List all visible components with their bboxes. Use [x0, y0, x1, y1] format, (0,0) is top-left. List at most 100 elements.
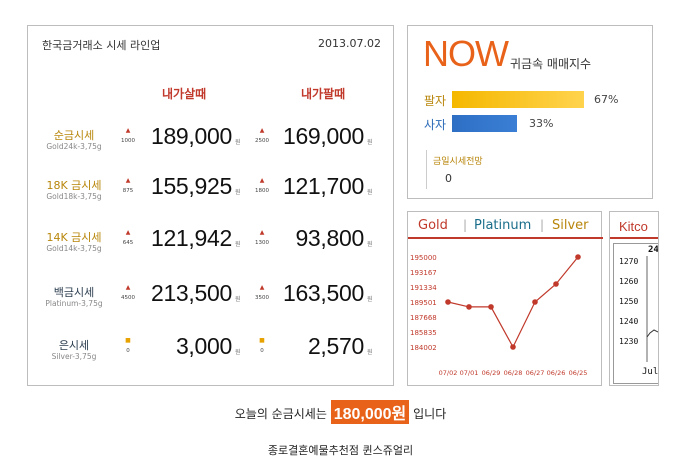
price-board: 한국금거래소 시세 라인업 2013.07.02 내가살때 내가팔때 순금시세 G…	[27, 25, 394, 386]
up-arrow-icon: ▲	[259, 284, 265, 291]
buy-unit: 원	[235, 241, 241, 248]
board-title: 한국금거래소 시세 라인업	[42, 39, 161, 52]
price-row: 18K 금시세 Gold18k-3,75g ▲ 875 155,925 원 ▲ 1800 121…	[28, 173, 395, 213]
buy-price: 121,942	[150, 225, 232, 251]
sell-price: 2,570	[307, 333, 364, 359]
today-suffix: 입니다	[413, 407, 447, 421]
metal-spec: Gold24k-3,75g	[46, 142, 102, 151]
y-tick-label: 187668	[410, 314, 437, 322]
forecast-value: 0	[445, 172, 452, 185]
column-header-sell: 내가팔때	[301, 87, 346, 101]
y-tick-label: 184002	[410, 344, 437, 352]
up-arrow-icon: ■	[125, 337, 131, 344]
buy-unit: 원	[235, 139, 241, 146]
tab-separator: |	[540, 218, 545, 232]
buy-change: ▲ 645	[119, 229, 137, 247]
board-date: 2013.07.02	[318, 37, 381, 50]
gold-series-line	[447, 256, 579, 349]
sell-change: ▲ 1800	[253, 177, 271, 195]
x-tick-label: 06/28	[504, 369, 523, 377]
kitco-tick-label: 1270	[619, 257, 639, 266]
kitco-title[interactable]: Kitco	[619, 219, 648, 234]
sell-change: ▲ 1300	[253, 229, 271, 247]
price-row: 순금시세 Gold24k-3,75g ▲ 1000 189,000 원 ▲ 2500 169,0…	[28, 123, 395, 163]
kitco-tick-label: 1250	[619, 297, 639, 306]
buy-change: ■ 0	[119, 337, 137, 355]
buy-unit: 원	[235, 189, 241, 196]
x-tick-label: 07/01	[460, 369, 479, 377]
sell-unit: 원	[367, 349, 373, 356]
sell-price: 163,500	[282, 280, 364, 306]
tab-separator: |	[463, 218, 468, 232]
price-row: 14K 금시세 Gold14k-3,75g ▲ 645 121,942 원 ▲ 1300 93,…	[28, 225, 395, 265]
metal-name: 18K 금시세	[46, 179, 102, 192]
up-arrow-icon: ▲	[125, 229, 131, 236]
y-tick-label: 195000	[410, 254, 437, 262]
sell-unit: 원	[367, 139, 373, 146]
sell-unit: 원	[367, 296, 373, 303]
sell-change: ▲ 3500	[253, 284, 271, 302]
metal-name: 백금시세	[53, 286, 95, 299]
price-row: 은시세 Silver-3,75g ■ 0 3,000 원 ■ 0 2,570 원	[28, 333, 395, 373]
kitco-chart: 24hr G 1270 1260 1250 1240 1230 Jul 01	[613, 243, 659, 384]
up-arrow-icon: ▲	[259, 127, 265, 134]
gold-data-point	[466, 304, 472, 310]
sell-change-value: 1300	[255, 240, 269, 246]
metal-spec: Silver-3,75g	[51, 352, 97, 361]
y-tick-label: 193167	[410, 269, 437, 277]
kitco-tick-label: 1230	[619, 337, 639, 346]
x-tick-label: 07/02	[439, 369, 458, 377]
footer-text[interactable]: 종로결혼예물추천점 퀸스쥬얼리	[267, 444, 414, 457]
up-arrow-icon: ▲	[259, 177, 265, 184]
up-arrow-icon: ■	[259, 337, 265, 344]
now-title: NOW	[423, 33, 509, 74]
kitco-panel: Kitco 24hr G 1270 1260 1250 1240 1230 Jul 01	[609, 211, 659, 386]
buy-ratio-bar	[452, 115, 517, 132]
gold-data-point	[553, 281, 559, 287]
sell-price: 93,800	[295, 225, 364, 251]
y-tick-label: 185835	[410, 329, 437, 337]
tab-gold[interactable]: Gold	[418, 218, 448, 233]
gold-data-point	[575, 254, 581, 260]
sell-price: 121,700	[282, 173, 364, 199]
sell-change: ■ 0	[253, 337, 271, 355]
metal-spec: Gold18k-3,75g	[46, 192, 102, 201]
kitco-line-chart	[646, 256, 658, 362]
up-arrow-icon: ▲	[125, 127, 131, 134]
column-header-buy: 내가살때	[162, 87, 207, 101]
now-subtitle: 귀금속 매매지수	[510, 57, 592, 71]
y-tick-label: 191334	[410, 284, 437, 292]
buy-change-value: 4500	[121, 295, 135, 301]
buy-change-value: 645	[122, 240, 134, 246]
sell-unit: 원	[367, 189, 373, 196]
sell-change-value: 1800	[255, 188, 269, 194]
today-price-line: 오늘의 순금시세는 180,000원 입니다	[0, 400, 681, 424]
metal-chart-panel: Gold | Platinum | Silver 195000 193167 191…	[407, 211, 603, 386]
gold-data-point	[510, 344, 516, 350]
tab-silver[interactable]: Silver	[552, 218, 589, 233]
buy-change: ▲ 875	[119, 177, 137, 195]
buy-change: ▲ 1000	[119, 127, 137, 145]
trade-index-panel: NOW 귀금속 매매지수 팔자 67% 사자 33% 금일시세전망 0	[407, 25, 653, 199]
buy-unit: 원	[235, 349, 241, 356]
tab-platinum[interactable]: Platinum	[474, 218, 532, 233]
kitco-x-label: Jul 01	[642, 367, 659, 377]
y-tick-label: 189501	[410, 299, 437, 307]
x-tick-label: 06/29	[482, 369, 501, 377]
sell-change-value: 3500	[255, 295, 269, 301]
gold-data-point	[445, 299, 451, 305]
buy-price: 155,925	[150, 173, 232, 199]
sell-change-value: 2500	[255, 138, 269, 144]
buy-price: 213,500	[150, 280, 232, 306]
sell-change: ▲ 2500	[253, 127, 271, 145]
sell-unit: 원	[367, 241, 373, 248]
gold-data-point	[532, 299, 538, 305]
buy-change-value: 1000	[121, 138, 135, 144]
gold-data-point	[488, 304, 494, 310]
up-arrow-icon: ▲	[259, 229, 265, 236]
sell-ratio-bar	[452, 91, 584, 108]
gold-price-chart: 195000 193167 191334 189501 187668 185835 1840…	[410, 254, 588, 377]
kitco-tick-label: 1240	[619, 317, 639, 326]
x-tick-label: 06/25	[569, 369, 588, 377]
sell-change-value: 0	[260, 348, 264, 354]
